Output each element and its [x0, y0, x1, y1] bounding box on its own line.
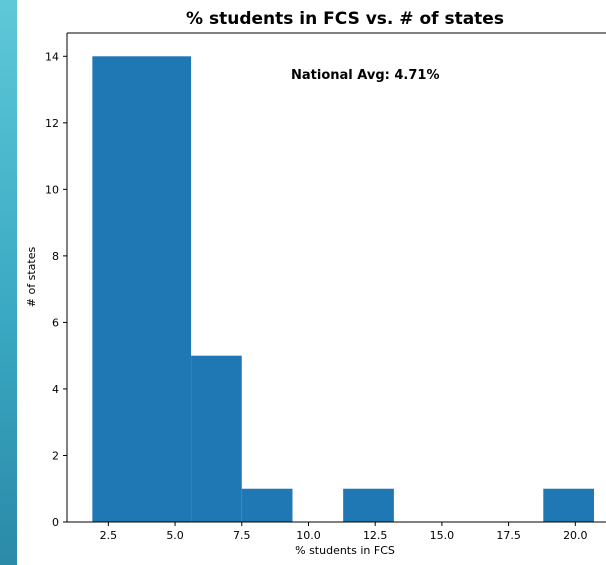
national-avg-annotation: National Avg: 4.71% [291, 68, 439, 83]
histogram-bar-0 [92, 56, 192, 523]
x-tick-label-0: 2.5 [100, 529, 118, 542]
y-tick-label-4: 8 [52, 250, 59, 263]
y-axis-label: # of states [25, 247, 38, 308]
histogram-bar-4 [543, 488, 594, 522]
y-tick-label-7: 14 [45, 50, 59, 63]
histogram-bar-3 [343, 488, 394, 522]
axes-group: 2.5 5.0 7.5 10.0 12.5 15.0 17.5 20.0 0 2 4 6 8 10 12 14 [45, 32, 606, 542]
chart-title: % students in FCS vs. # of states [186, 9, 504, 29]
x-tick-label-7: 20.0 [563, 529, 588, 542]
y-tick-label-0: 0 [52, 516, 59, 529]
x-tick-label-3: 10.0 [296, 529, 321, 542]
x-tick-label-1: 5.0 [166, 529, 184, 542]
y-tick-label-6: 12 [45, 117, 59, 130]
x-tick-label-4: 12.5 [363, 529, 388, 542]
y-tick-label-2: 4 [52, 383, 59, 396]
y-tick-label-3: 6 [52, 316, 59, 329]
histogram-bar-2 [241, 488, 293, 522]
x-tick-label-6: 17.5 [496, 529, 521, 542]
y-tick-label-5: 10 [45, 183, 59, 196]
x-tick-label-2: 7.5 [233, 529, 251, 542]
x-axis-label: % students in FCS [295, 544, 395, 557]
histogram-bar-1 [191, 355, 242, 522]
y-tick-label-1: 2 [52, 449, 59, 462]
bars-group [92, 56, 594, 523]
x-tick-label-5: 15.0 [430, 529, 455, 542]
